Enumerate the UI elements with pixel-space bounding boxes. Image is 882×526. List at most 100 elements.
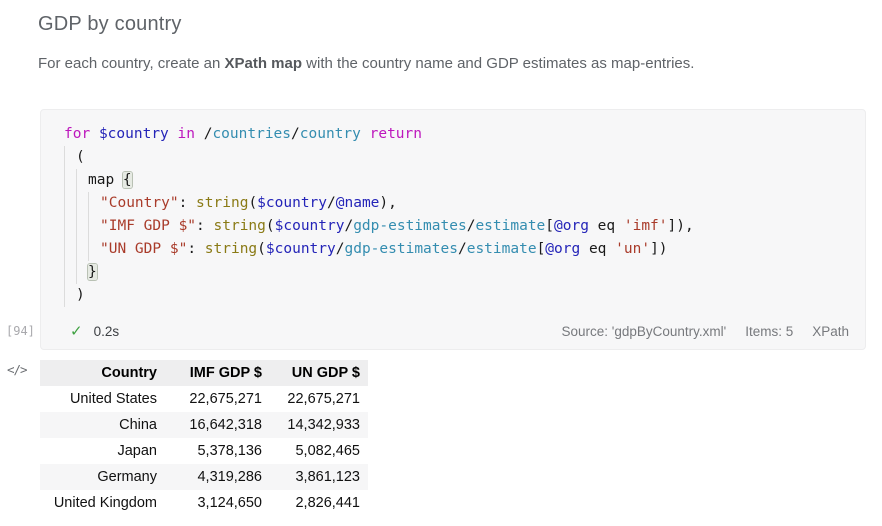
indent-guide <box>64 261 76 284</box>
code-token: eq <box>580 241 616 257</box>
subtitle-text: For each country, create an <box>38 55 225 72</box>
source-label: Source: 'gdpByCountry.xml' <box>561 323 727 339</box>
subtitle-bold-text: XPath map <box>224 55 303 72</box>
table-row: United Kingdom 3,124,650 2,826,441 <box>40 490 368 516</box>
success-check-icon: ✓ <box>70 323 83 340</box>
code-token <box>195 126 204 142</box>
table-column-header: IMF GDP $ <box>165 360 270 386</box>
code-token: gdp-estimates <box>344 241 458 257</box>
page-title: GDP by country <box>38 13 182 35</box>
code-token: estimate <box>466 241 537 257</box>
code-token: in <box>177 126 195 142</box>
indent-guide <box>64 146 76 169</box>
page-subtitle: For each country, create an XPath map wi… <box>38 55 882 72</box>
table-row: China 16,642,318 14,342,933 <box>40 412 368 438</box>
code-token: / <box>344 218 354 234</box>
indent-guide <box>76 238 88 261</box>
table-row: Japan 5,378,136 5,082,465 <box>40 438 368 464</box>
code-line: } <box>64 261 849 284</box>
table-cell: 5,378,136 <box>197 443 262 459</box>
code-token: ]) <box>650 241 668 257</box>
indent-guide <box>88 238 100 261</box>
code-line: "UN GDP $": string($country/gdp-estimate… <box>64 238 849 261</box>
code-line: "IMF GDP $": string($country/gdp-estimat… <box>64 215 849 238</box>
code-token: country <box>299 126 361 142</box>
table-cell: United States <box>69 391 157 407</box>
code-token: @name <box>335 195 380 211</box>
code-token: $country <box>265 241 336 257</box>
code-token: ( <box>76 149 85 165</box>
indent-guide <box>76 169 88 192</box>
result-table: Country IMF GDP $ UN GDP $ United States 22… <box>40 360 368 516</box>
table-cell: 14,342,933 <box>287 417 360 433</box>
code-token: $country <box>257 195 328 211</box>
code-token: string <box>196 195 249 211</box>
indent-guide <box>88 192 100 215</box>
code-token <box>169 126 178 142</box>
code-token: / <box>327 195 336 211</box>
indent-guide <box>64 215 76 238</box>
indent-guide <box>88 215 100 238</box>
code-token: / <box>335 241 345 257</box>
code-token: / <box>203 126 213 142</box>
cell-status-bar: ✓ 0.2s Source: 'gdpByCountry.xml' Items:… <box>64 322 849 340</box>
indent-guide <box>64 238 76 261</box>
code-token: $country <box>274 218 345 234</box>
code-token: estimate <box>475 218 546 234</box>
code-token: return <box>369 126 422 142</box>
code-line: for $country in /countries/country retur… <box>64 123 849 146</box>
code-token: 'imf' <box>623 218 668 234</box>
table-cell: Germany <box>97 469 157 485</box>
code-line: "Country": string($country/@name), <box>64 192 849 215</box>
code-token: eq <box>588 218 624 234</box>
indent-guide <box>64 192 76 215</box>
items-count-label: Items: 5 <box>745 323 794 339</box>
execution-count-label: [94] <box>6 324 35 338</box>
code-token: { <box>122 172 132 188</box>
code-block: for $country in /countries/country retur… <box>40 109 866 350</box>
code-token: string <box>213 218 266 234</box>
table-cell: 2,826,441 <box>295 495 360 511</box>
table-cell: 22,675,271 <box>189 391 262 407</box>
table-cell: Japan <box>117 443 157 459</box>
table-row: Germany 4,319,286 3,861,123 <box>40 464 368 490</box>
code-token: ), <box>379 195 397 211</box>
code-editor[interactable]: for $country in /countries/country retur… <box>64 123 849 307</box>
table-cell: 16,642,318 <box>189 417 262 433</box>
table-cell: 3,861,123 <box>295 469 360 485</box>
code-token: [ <box>536 241 546 257</box>
indent-guide <box>76 261 88 284</box>
language-label: XPath <box>812 323 849 339</box>
code-token: : <box>196 218 214 234</box>
table-cell: 22,675,271 <box>287 391 360 407</box>
code-token: for <box>64 126 91 142</box>
code-token: } <box>88 264 97 280</box>
code-token: "Country" <box>100 195 179 211</box>
code-token: / <box>457 241 467 257</box>
code-line: map { <box>64 169 849 192</box>
subtitle-text: with the country name and GDP estimates … <box>302 55 695 72</box>
table-cell: 4,319,286 <box>197 469 262 485</box>
code-token: ]), <box>667 218 694 234</box>
code-token: / <box>291 126 300 142</box>
table-cell: 5,082,465 <box>295 443 360 459</box>
code-token: $country <box>98 126 169 142</box>
code-token: [ <box>545 218 555 234</box>
code-line: ) <box>64 284 849 307</box>
code-token: map <box>88 172 123 188</box>
code-token: ( <box>248 195 258 211</box>
table-row: United States 22,675,271 22,675,271 <box>40 386 368 412</box>
code-token <box>361 126 370 142</box>
code-token: : <box>178 195 197 211</box>
code-view-toggle-icon[interactable]: </> <box>7 362 28 377</box>
code-token: string <box>204 241 258 257</box>
code-token <box>90 126 99 142</box>
code-token: "IMF GDP $" <box>100 218 197 234</box>
code-token: countries <box>212 126 292 142</box>
table-cell: China <box>119 417 157 433</box>
table-column-header: Country <box>40 360 165 386</box>
code-token: : <box>187 241 205 257</box>
indent-guide <box>76 215 88 238</box>
code-token: @org <box>545 241 581 257</box>
